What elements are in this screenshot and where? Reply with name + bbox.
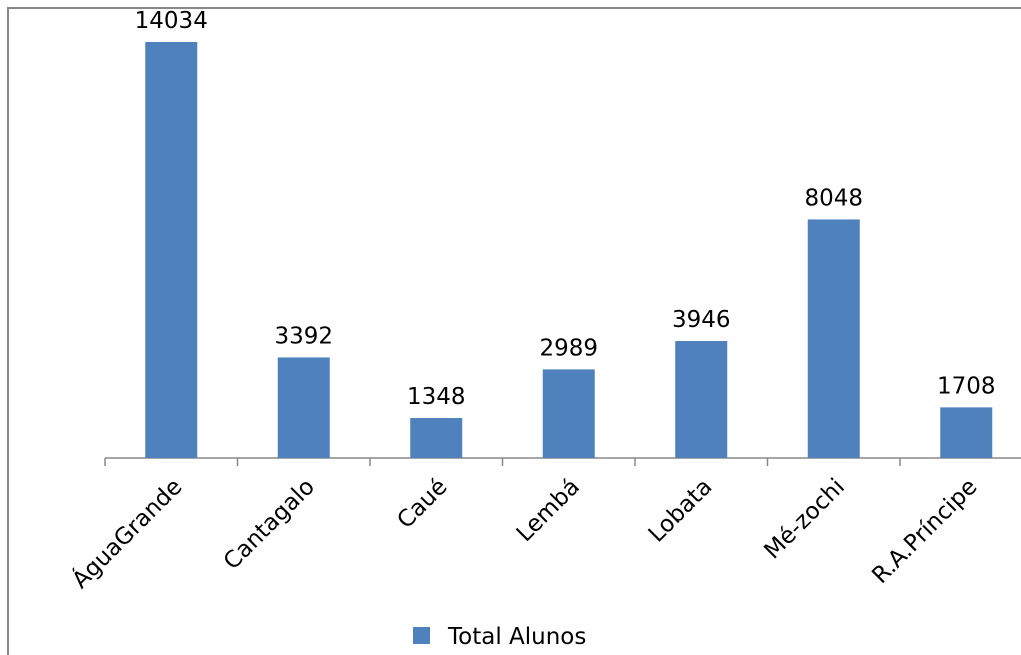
- value-label: 2989: [539, 335, 598, 361]
- bar: [675, 341, 728, 458]
- value-label: 14034: [135, 8, 208, 34]
- legend-swatch: [413, 627, 430, 644]
- legend-label: Total Alunos: [447, 624, 586, 650]
- value-label: 3946: [672, 307, 731, 333]
- bar: [410, 418, 463, 458]
- value-label: 8048: [804, 185, 863, 211]
- value-label: 3392: [274, 323, 333, 349]
- bar: [940, 407, 993, 458]
- value-label: 1348: [407, 384, 466, 410]
- bar: [807, 219, 860, 458]
- bar: [277, 357, 330, 458]
- bar: [542, 369, 595, 458]
- bar: [145, 42, 198, 458]
- value-label: 1708: [937, 373, 996, 399]
